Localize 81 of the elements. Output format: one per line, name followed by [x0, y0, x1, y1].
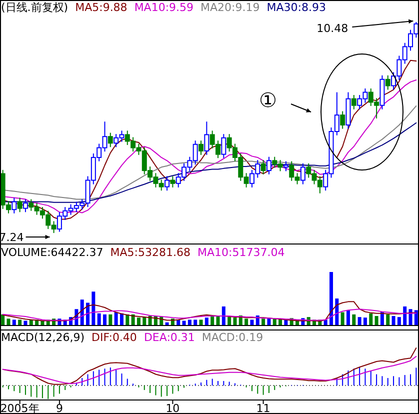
bar	[24, 320, 28, 325]
text: MA5:53281.68	[110, 246, 190, 259]
bar	[126, 314, 130, 325]
series-label: DIF:0.40	[92, 331, 137, 344]
bar	[386, 314, 390, 325]
candlestick	[164, 176, 170, 192]
bar	[267, 318, 271, 325]
bar	[408, 309, 412, 325]
text: MA30:8.93	[266, 1, 326, 14]
bar	[250, 320, 254, 325]
candlestick	[300, 162, 306, 185]
annotation: 10.48	[316, 22, 348, 35]
bar	[272, 318, 276, 325]
candlestick	[204, 121, 210, 156]
chart-title: VOLUME:64422.37	[1, 246, 104, 259]
candlestick	[260, 159, 266, 175]
bar	[204, 318, 208, 325]
bar	[136, 318, 140, 325]
bar	[194, 320, 198, 325]
bar	[165, 322, 169, 325]
bar	[80, 300, 84, 325]
x-tick-label: 11	[256, 402, 270, 414]
text: MA10:51737.04	[197, 246, 285, 259]
bar	[244, 318, 248, 325]
bar	[182, 320, 186, 325]
candlestick	[283, 160, 288, 172]
candlestick	[22, 198, 28, 213]
bar	[108, 314, 112, 325]
candlestick	[221, 134, 226, 159]
text: MA20:9.19	[200, 1, 260, 14]
annotation: 7.24	[0, 231, 24, 244]
bar	[392, 316, 396, 325]
bar	[369, 313, 373, 325]
bar	[199, 320, 203, 325]
bar	[103, 314, 106, 325]
bar	[188, 320, 192, 325]
candlestick	[17, 197, 22, 213]
x-tick-label: 2005年	[0, 402, 40, 414]
bar	[403, 306, 407, 325]
bar	[363, 318, 367, 325]
bar	[329, 272, 333, 325]
text: DEA:0.31	[144, 331, 195, 344]
bar	[346, 310, 350, 325]
bar	[397, 317, 401, 325]
bar	[120, 313, 124, 325]
candlestick	[385, 74, 390, 90]
chart-title: (日线.前复权)	[1, 1, 68, 14]
candlestick	[198, 140, 204, 156]
bar	[92, 292, 96, 325]
bar	[352, 314, 356, 325]
bar	[414, 310, 418, 325]
candlestick	[108, 132, 113, 148]
bar	[222, 306, 226, 325]
text: MA5:9.88	[75, 1, 128, 14]
bar	[262, 318, 266, 325]
bar	[233, 318, 237, 325]
x-tick-label: 10	[166, 402, 180, 414]
candlestick	[266, 156, 272, 175]
bar	[216, 316, 220, 325]
text: MA10:9.59	[134, 1, 194, 14]
candlestick	[170, 176, 176, 188]
bar	[86, 302, 90, 325]
annotation: ①	[259, 88, 277, 112]
bar	[114, 312, 118, 325]
bar	[340, 312, 344, 325]
bar	[12, 320, 16, 325]
bar	[374, 316, 378, 325]
bar	[97, 313, 101, 325]
candlestick	[340, 110, 346, 130]
bar	[18, 320, 22, 325]
bar	[1, 314, 5, 325]
bar	[142, 317, 146, 325]
chart-title: MACD(12,26,9)	[1, 331, 85, 344]
x-tick-label: 9	[56, 402, 63, 414]
bar	[131, 314, 135, 325]
text: MACD:0.19	[202, 331, 264, 344]
candlestick	[12, 197, 17, 214]
candlestick	[351, 94, 356, 110]
bar	[228, 317, 232, 325]
bar	[6, 318, 10, 325]
bar	[358, 317, 362, 325]
